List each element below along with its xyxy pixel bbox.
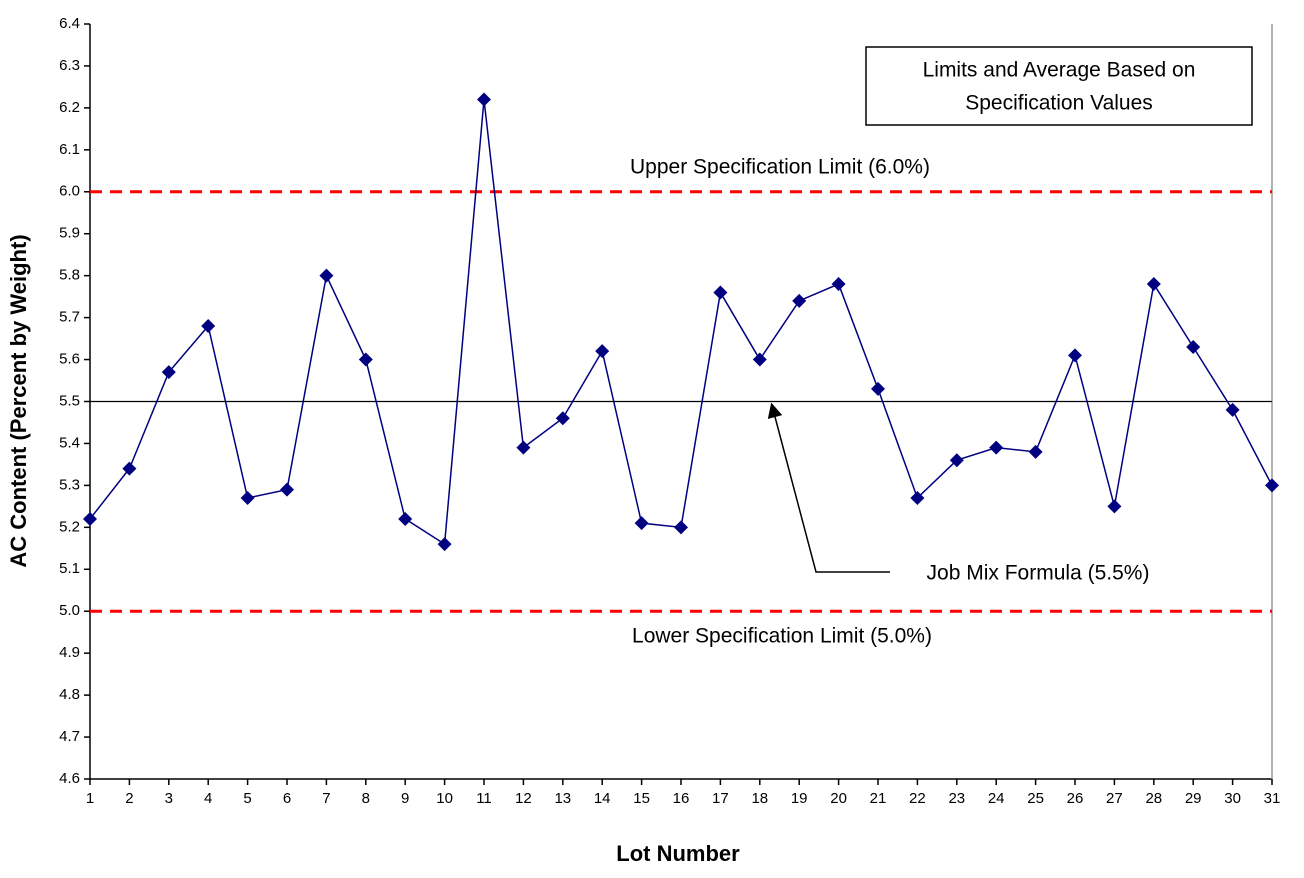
data-point bbox=[871, 381, 885, 396]
x-tick-label: 20 bbox=[830, 790, 847, 807]
x-tick-label: 1 bbox=[86, 790, 94, 807]
x-tick-label: 10 bbox=[436, 790, 453, 807]
data-point bbox=[122, 461, 137, 476]
x-tick-label: 11 bbox=[476, 790, 492, 807]
data-point bbox=[792, 293, 807, 308]
data-point bbox=[1225, 402, 1240, 417]
x-tick-label: 17 bbox=[712, 790, 729, 807]
y-tick-label: 5.0 bbox=[59, 602, 80, 619]
data-point bbox=[1186, 339, 1201, 354]
data-point bbox=[477, 92, 491, 107]
x-axis-label: Lot Number bbox=[616, 841, 740, 866]
x-tick-label: 23 bbox=[948, 790, 965, 807]
y-tick-label: 5.3 bbox=[59, 476, 80, 493]
data-point bbox=[83, 511, 97, 526]
x-tick-label: 18 bbox=[751, 790, 768, 807]
x-tick-label: 27 bbox=[1106, 790, 1123, 807]
x-tick-label: 14 bbox=[594, 790, 611, 807]
data-point bbox=[674, 520, 688, 535]
data-point bbox=[713, 285, 728, 300]
y-tick-label: 5.6 bbox=[59, 351, 80, 368]
y-tick-label: 6.4 bbox=[59, 15, 80, 32]
y-tick-label: 5.1 bbox=[59, 560, 80, 577]
data-point bbox=[280, 482, 294, 497]
x-tick-label: 19 bbox=[791, 790, 808, 807]
y-tick-label: 6.0 bbox=[59, 183, 80, 200]
data-point bbox=[949, 453, 964, 468]
reference-label: Lower Specification Limit (5.0%) bbox=[632, 625, 932, 648]
data-point bbox=[358, 352, 373, 367]
y-tick-label: 5.9 bbox=[59, 225, 80, 242]
x-tick-label: 30 bbox=[1224, 790, 1241, 807]
y-tick-label: 4.6 bbox=[59, 770, 80, 787]
y-tick-label: 6.3 bbox=[59, 57, 80, 74]
data-point bbox=[201, 319, 216, 333]
x-tick-label: 29 bbox=[1185, 790, 1202, 807]
x-tick-label: 31 bbox=[1264, 790, 1281, 807]
annotation-text: Specification Values bbox=[965, 92, 1153, 115]
y-tick-label: 5.5 bbox=[59, 392, 80, 409]
y-tick-label: 4.7 bbox=[59, 728, 80, 745]
x-tick-label: 7 bbox=[322, 790, 330, 807]
reference-label: Upper Specification Limit (6.0%) bbox=[630, 156, 930, 179]
x-tick-label: 15 bbox=[633, 790, 650, 807]
data-point bbox=[595, 344, 610, 359]
data-point bbox=[989, 440, 1004, 455]
data-point bbox=[1107, 499, 1122, 514]
data-point bbox=[1265, 478, 1279, 493]
y-tick-label: 5.4 bbox=[59, 434, 80, 451]
data-point bbox=[555, 411, 570, 426]
data-point bbox=[752, 352, 767, 367]
x-tick-label: 28 bbox=[1145, 790, 1162, 807]
data-point bbox=[516, 440, 531, 455]
data-point bbox=[1028, 444, 1043, 459]
x-tick-label: 24 bbox=[988, 790, 1005, 807]
y-tick-label: 5.2 bbox=[59, 518, 80, 535]
data-point bbox=[161, 365, 176, 380]
x-tick-label: 3 bbox=[165, 790, 173, 807]
x-tick-label: 6 bbox=[283, 790, 291, 807]
x-tick-label: 25 bbox=[1027, 790, 1044, 807]
data-point bbox=[910, 490, 925, 505]
y-tick-label: 5.7 bbox=[59, 309, 80, 326]
data-point bbox=[240, 490, 255, 505]
data-point bbox=[1146, 277, 1161, 292]
x-tick-label: 2 bbox=[125, 790, 133, 807]
x-tick-label: 13 bbox=[554, 790, 571, 807]
x-tick-label: 22 bbox=[909, 790, 926, 807]
data-point bbox=[634, 516, 649, 531]
y-axis-label: AC Content (Percent by Weight) bbox=[6, 234, 31, 567]
data-point bbox=[831, 277, 846, 292]
x-tick-label: 21 bbox=[870, 790, 887, 807]
x-tick-label: 26 bbox=[1067, 790, 1084, 807]
y-tick-label: 5.8 bbox=[59, 267, 80, 284]
annotation-box bbox=[865, 46, 1253, 126]
x-tick-label: 16 bbox=[673, 790, 690, 807]
data-point bbox=[1068, 348, 1082, 363]
x-tick-label: 4 bbox=[204, 790, 212, 807]
annotation-text: Limits and Average Based on bbox=[923, 59, 1196, 82]
annotation-arrow bbox=[767, 402, 890, 573]
y-tick-label: 4.8 bbox=[59, 686, 80, 703]
y-tick-label: 4.9 bbox=[59, 644, 80, 661]
x-tick-label: 9 bbox=[401, 790, 409, 807]
x-tick-label: 12 bbox=[515, 790, 532, 807]
y-tick-label: 6.2 bbox=[59, 99, 80, 116]
data-point bbox=[319, 268, 334, 283]
y-tick-label: 6.1 bbox=[59, 141, 80, 158]
x-tick-label: 8 bbox=[362, 790, 370, 807]
x-tick-label: 5 bbox=[243, 790, 251, 807]
data-point bbox=[398, 511, 413, 526]
data-point bbox=[437, 537, 452, 552]
reference-label: Job Mix Formula (5.5%) bbox=[927, 562, 1150, 585]
